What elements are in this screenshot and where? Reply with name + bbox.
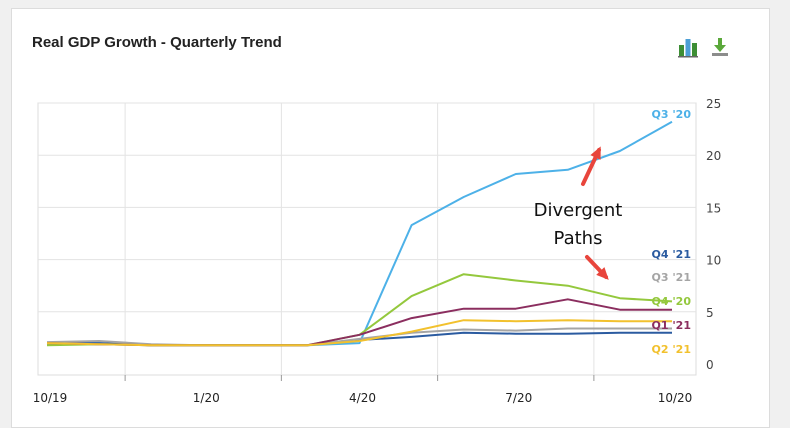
series-end-label: Q3 '21: [651, 271, 691, 284]
x-tick-label: 1/20: [193, 391, 220, 405]
download-icon[interactable]: [709, 36, 731, 58]
y-tick-label: 15: [706, 201, 721, 215]
x-tick-label: 4/20: [349, 391, 376, 405]
y-tick-label: 25: [706, 97, 721, 111]
y-tick-label: 20: [706, 149, 721, 163]
chart-card: Real GDP Growth - Quarterly Trend: [11, 8, 770, 428]
series-end-label: Q4 '20: [651, 295, 691, 308]
arrow-down-icon: [585, 255, 609, 280]
bar-chart-icon[interactable]: [677, 36, 699, 58]
series-end-label: Q3 '20: [651, 108, 691, 121]
axes: 0 5 10 15 20 25 10/19 1/20 4/20 7/20 10/20: [33, 97, 722, 405]
series-lines: [46, 120, 673, 347]
x-tick-label: 10/19: [33, 391, 68, 405]
divergent-paths-annotation: Divergent Paths: [534, 146, 623, 280]
series-end-label: Q2 '21: [651, 343, 691, 356]
x-tick-label: 7/20: [505, 391, 532, 405]
series-labels: Q3 '20 Q4 '21 Q3 '21 Q4 '20 Q1 '21 Q2 '21: [651, 108, 691, 356]
grid: [37, 102, 697, 376]
y-tick-label: 0: [706, 358, 714, 372]
y-tick-label: 10: [706, 254, 721, 268]
annotation-line-1: Divergent: [534, 200, 623, 221]
series-end-label: Q1 '21: [651, 319, 691, 332]
x-tick-label: 10/20: [658, 391, 693, 405]
arrow-up-icon: [581, 146, 601, 186]
chart-title: Real GDP Growth - Quarterly Trend: [32, 34, 282, 51]
series-line: [46, 319, 672, 347]
y-tick-label: 5: [706, 306, 714, 320]
series-end-label: Q4 '21: [651, 248, 691, 261]
annotation-line-2: Paths: [554, 228, 603, 249]
